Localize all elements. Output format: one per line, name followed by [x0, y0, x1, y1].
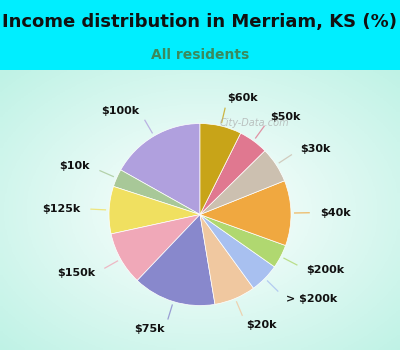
Text: $125k: $125k — [42, 204, 80, 214]
Wedge shape — [200, 215, 254, 304]
Wedge shape — [200, 181, 291, 245]
Text: $20k: $20k — [246, 320, 277, 330]
Text: $40k: $40k — [320, 208, 351, 218]
Wedge shape — [114, 170, 200, 215]
Text: $75k: $75k — [134, 324, 165, 334]
Text: $10k: $10k — [60, 161, 90, 171]
Text: City-Data.com: City-Data.com — [219, 118, 289, 128]
Wedge shape — [200, 215, 286, 267]
Text: $50k: $50k — [271, 112, 301, 122]
Wedge shape — [200, 215, 274, 288]
Text: Income distribution in Merriam, KS (%): Income distribution in Merriam, KS (%) — [2, 13, 398, 32]
Text: $30k: $30k — [300, 144, 331, 154]
Wedge shape — [111, 215, 200, 280]
Text: $200k: $200k — [306, 265, 345, 275]
Text: All residents: All residents — [151, 48, 249, 62]
Text: $150k: $150k — [57, 268, 95, 279]
Text: $60k: $60k — [228, 93, 258, 103]
Wedge shape — [200, 124, 241, 215]
Wedge shape — [121, 124, 200, 215]
Wedge shape — [200, 151, 284, 215]
Wedge shape — [200, 133, 265, 215]
Wedge shape — [109, 187, 200, 234]
Text: > $200k: > $200k — [286, 294, 337, 304]
Wedge shape — [137, 215, 215, 306]
Text: $100k: $100k — [101, 106, 139, 116]
